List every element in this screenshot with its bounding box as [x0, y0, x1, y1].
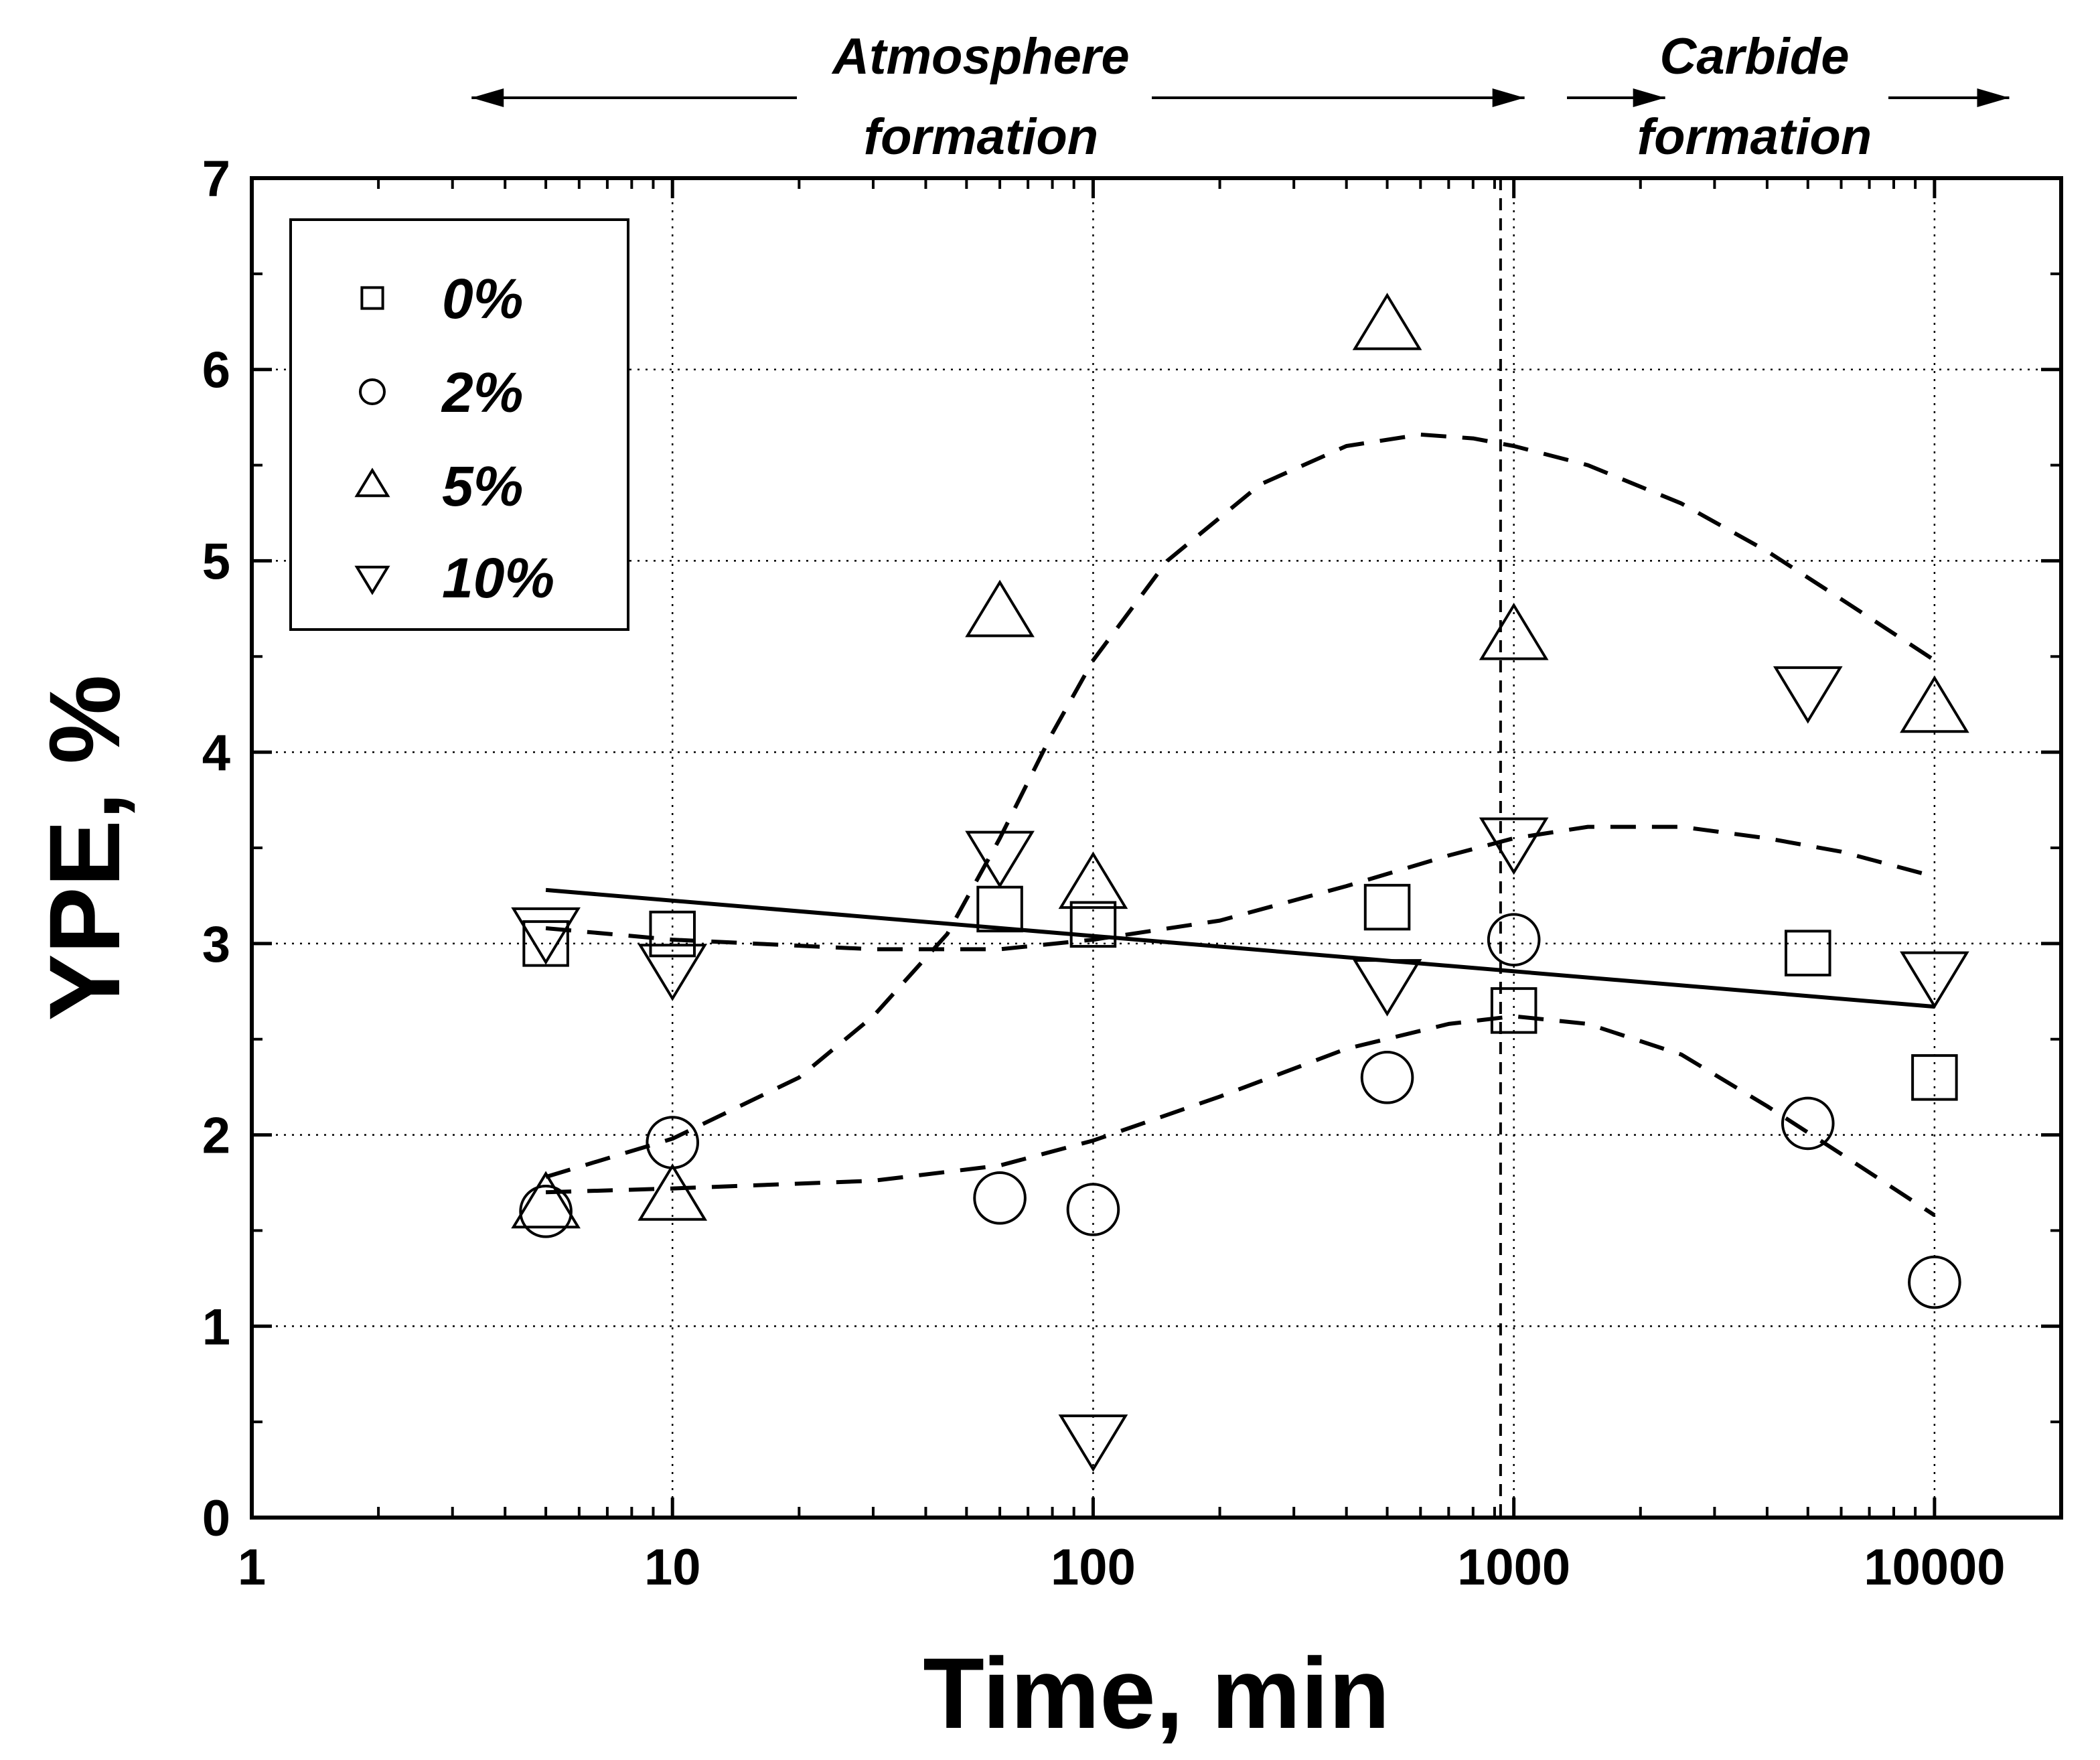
square-marker: [1490, 987, 1538, 1034]
circle-marker: [519, 1185, 573, 1238]
x-tick-label: 1000: [1457, 1539, 1570, 1596]
legend-box: [289, 218, 629, 631]
y-tick-label: 3: [202, 916, 230, 973]
x-tick-label: 100: [1051, 1539, 1136, 1596]
plot-frame: [250, 176, 2063, 1520]
legend-symbols: [354, 286, 390, 595]
y-tick-label: 6: [202, 342, 230, 399]
triangle-up-marker: [638, 1163, 708, 1221]
y-axis-title: YPE, %: [28, 675, 141, 1021]
legend-label-5pct: 5%: [442, 455, 523, 518]
legend-label-10pct: 10%: [442, 546, 554, 609]
x-axis-title: Time, min: [923, 1637, 1390, 1749]
triangle-up-marker: [965, 579, 1035, 638]
circle-marker: [1908, 1255, 1961, 1309]
atmosphere-arrow-left-head: [471, 88, 504, 107]
triangle-down-marker: [1900, 951, 1969, 1009]
triangle-up-marker: [1900, 675, 1969, 733]
annotation-carbide-line2: formation: [1637, 108, 1872, 165]
region-annotations: Atmosphere formation Carbide formation: [471, 28, 2010, 165]
legend: 0% 2% 5% 10%: [289, 218, 629, 631]
circle-marker: [1066, 1183, 1120, 1236]
carbide-arrow-left-head: [1633, 88, 1665, 107]
triangle-down-marker: [965, 830, 1035, 889]
atmosphere-arrow-right-head: [1492, 88, 1525, 107]
linear-fit-line: [545, 887, 1935, 1009]
triangle-down-marker: [511, 907, 581, 965]
square-marker: [1069, 901, 1117, 948]
circle-marker: [973, 1171, 1027, 1225]
circle-marker: [1360, 1051, 1414, 1104]
dashed-trend-line: [545, 432, 1936, 1179]
circle-marker: [1781, 1096, 1835, 1151]
triangle-up-marker: [1352, 293, 1422, 350]
dashed-trend-line: [545, 824, 1935, 952]
square-marker: [522, 920, 569, 967]
annotation-carbide-line1: Carbide: [1660, 28, 1850, 85]
x-tick-label: 1: [238, 1539, 266, 1596]
data-markers: [511, 293, 1969, 1472]
circle-marker: [1487, 913, 1541, 966]
legend-label-2pct: 2%: [441, 361, 523, 424]
legend-circle-marker: [359, 378, 386, 405]
square-marker: [1785, 930, 1831, 976]
triangle-down-marker: [1479, 817, 1549, 875]
triangle-up-marker: [1058, 851, 1128, 909]
dashed-trend-line: [546, 1014, 1936, 1218]
triangle-up-marker: [511, 1171, 581, 1229]
x-tick-label: 10000: [1864, 1539, 2005, 1596]
square-marker: [649, 910, 696, 958]
legend-triangle-down-marker: [354, 565, 390, 595]
triangle-up-marker: [1479, 602, 1549, 660]
legend-triangle-up-marker: [354, 467, 390, 498]
square-marker: [976, 885, 1023, 933]
y-tick-label: 2: [202, 1108, 230, 1165]
annotation-atmosphere-line2: formation: [864, 108, 1098, 165]
triangle-down-marker: [1058, 1414, 1128, 1472]
carbide-arrow-right-head: [1977, 88, 2010, 107]
triangle-down-marker: [1352, 959, 1422, 1017]
annotation-atmosphere-line1: Atmosphere: [831, 28, 1129, 85]
square-marker: [1363, 883, 1411, 931]
square-marker: [1911, 1054, 1958, 1101]
y-tick-label: 5: [202, 533, 230, 590]
x-tick-label: 10: [644, 1539, 701, 1596]
circle-marker: [646, 1116, 700, 1169]
legend-label-0pct: 0%: [442, 267, 523, 330]
legend-square-marker: [360, 286, 384, 310]
triangle-down-marker: [1773, 666, 1843, 724]
y-tick-label: 1: [202, 1299, 230, 1355]
y-tick-label: 0: [202, 1490, 230, 1547]
y-tick-label: 7: [202, 151, 230, 208]
triangle-down-marker: [638, 944, 708, 1001]
y-tick-label: 4: [202, 725, 230, 782]
trend-lines: [545, 432, 1936, 1218]
